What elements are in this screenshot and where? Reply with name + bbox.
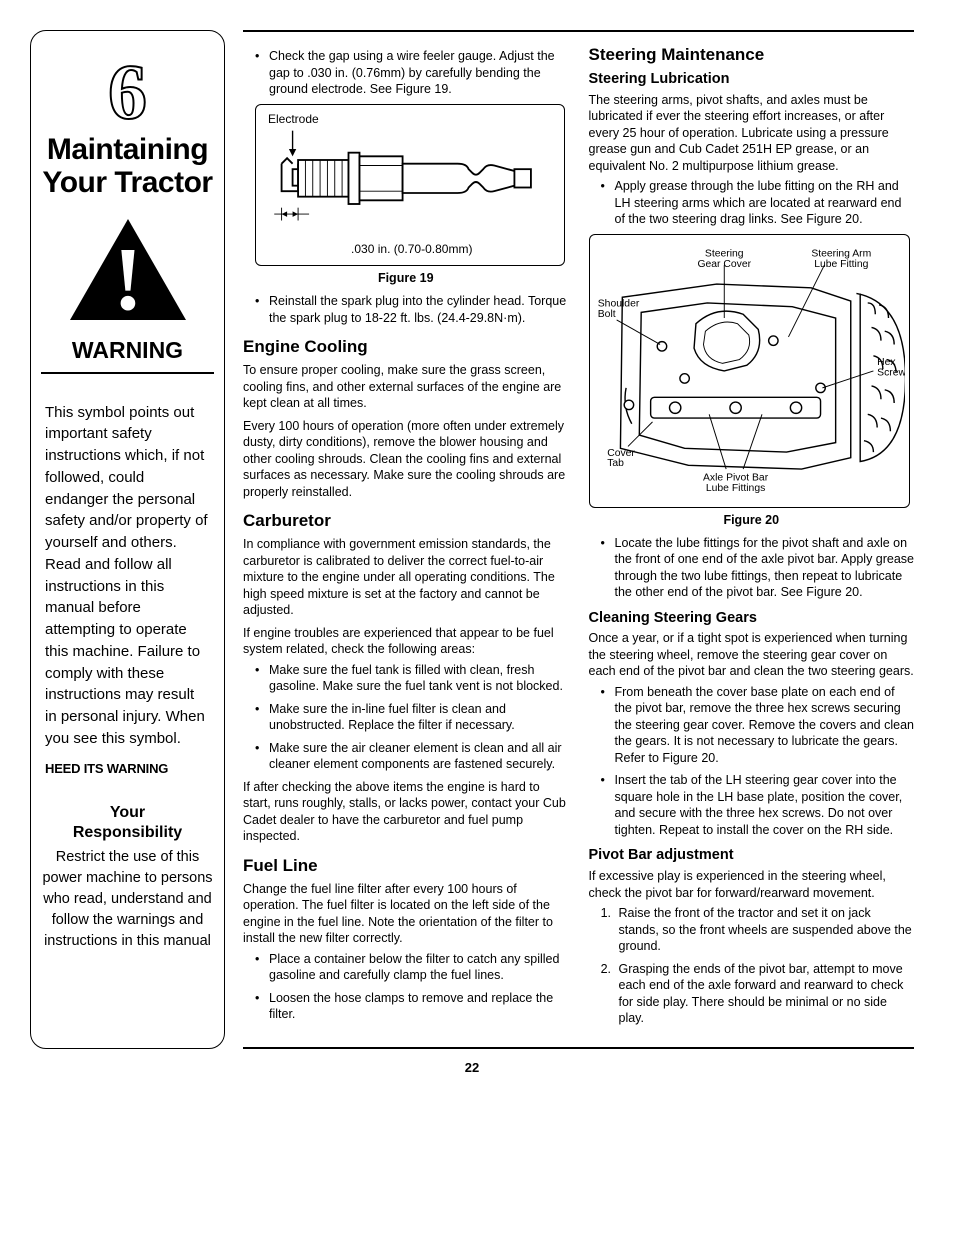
- pivot-bar-heading: Pivot Bar adjustment: [589, 846, 915, 866]
- cleaning-gears-heading: Cleaning Steering Gears: [589, 609, 915, 629]
- pivot-step-2: Grasping the ends of the pivot bar, atte…: [615, 961, 915, 1027]
- figure-19-box: Electrode: [255, 104, 565, 267]
- warning-body-text: This symbol points out important safety …: [41, 402, 214, 750]
- label-arm-fitting: Steering ArmLube Fitting: [811, 248, 871, 269]
- section-number: 6: [108, 53, 147, 131]
- title-line-2: Your Tractor: [42, 166, 212, 199]
- pivot-step-1: Raise the front of the tractor and set i…: [615, 905, 915, 955]
- column-left: Check the gap using a wire feeler gauge.…: [243, 44, 569, 1033]
- column-right: Steering Maintenance Steering Lubricatio…: [589, 44, 915, 1033]
- carb-bullet-3: Make sure the air cleaner element is cle…: [255, 740, 569, 773]
- carburetor-p1: In compliance with government emission s…: [243, 536, 569, 619]
- label-axle-pivot: Axle Pivot BarLube Fittings: [703, 472, 769, 493]
- fuel-bullet-2: Loosen the hose clamps to remove and rep…: [255, 990, 569, 1023]
- carb-bullet-1: Make sure the fuel tank is filled with c…: [255, 662, 569, 695]
- bullet-reinstall-plug: Reinstall the spark plug into the cylind…: [255, 293, 569, 326]
- page-number: 22: [30, 1059, 914, 1077]
- steering-lub-p1: The steering arms, pivot shafts, and axl…: [589, 92, 915, 175]
- figure-20-caption: Figure 20: [589, 512, 915, 529]
- locate-fittings-bullet: Locate the lube fittings for the pivot s…: [601, 535, 915, 601]
- spark-plug-diagram: [268, 127, 556, 237]
- page-layout: 6 Maintaining Your Tractor ! WARNING Thi…: [30, 30, 914, 1049]
- sidebar-title: Maintaining Your Tractor: [41, 133, 214, 199]
- carburetor-heading: Carburetor: [243, 510, 569, 533]
- steering-assembly-diagram: SteeringGear Cover Steering ArmLube Fitt…: [594, 239, 906, 499]
- heed-warning-text: HEED ITS WARNING: [41, 760, 214, 778]
- pivot-p1: If excessive play is experienced in the …: [589, 868, 915, 901]
- label-gear-cover: SteeringGear Cover: [697, 248, 751, 269]
- fuel-bullet-1: Place a container below the filter to ca…: [255, 951, 569, 984]
- steering-lub-bullet: Apply grease through the lube fitting on…: [601, 178, 915, 228]
- label-cover-tab: CoverTab: [607, 447, 635, 468]
- label-hex-screw: HexScrew: [877, 357, 905, 378]
- figure-20-box: SteeringGear Cover Steering ArmLube Fitt…: [589, 234, 911, 509]
- bullet-check-gap: Check the gap using a wire feeler gauge.…: [255, 48, 569, 98]
- carburetor-p2: If engine troubles are experienced that …: [243, 625, 569, 658]
- gap-dimension-label: .030 in. (0.70-0.80mm): [268, 241, 556, 257]
- figure-19-caption: Figure 19: [243, 270, 569, 287]
- steering-maintenance-heading: Steering Maintenance: [589, 44, 915, 67]
- title-line-1: Maintaining: [47, 133, 208, 166]
- cleaning-bullet-1: From beneath the cover base plate on eac…: [601, 684, 915, 767]
- cleaning-p1: Once a year, or if a tight spot is exper…: [589, 630, 915, 680]
- warning-triangle-icon: !: [68, 217, 188, 322]
- steering-lubrication-heading: Steering Lubrication: [589, 70, 915, 90]
- sidebar-divider: [41, 372, 214, 374]
- engine-cooling-heading: Engine Cooling: [243, 336, 569, 359]
- svg-text:!: !: [113, 230, 143, 322]
- responsibility-heading: Your Responsibility: [41, 803, 214, 843]
- main-content: Check the gap using a wire feeler gauge.…: [243, 30, 914, 1049]
- engine-cooling-p1: To ensure proper cooling, make sure the …: [243, 362, 569, 412]
- engine-cooling-p2: Every 100 hours of operation (more often…: [243, 418, 569, 501]
- fuel-line-p1: Change the fuel line filter after every …: [243, 881, 569, 947]
- fuel-line-heading: Fuel Line: [243, 855, 569, 878]
- electrode-label: Electrode: [268, 111, 556, 127]
- responsibility-text: Restrict the use of this power machine t…: [41, 847, 214, 952]
- warning-heading: WARNING: [41, 335, 214, 366]
- carburetor-p3: If after checking the above items the en…: [243, 779, 569, 845]
- carb-bullet-2: Make sure the in-line fuel filter is cle…: [255, 701, 569, 734]
- warning-sidebar: 6 Maintaining Your Tractor ! WARNING Thi…: [30, 30, 225, 1049]
- cleaning-bullet-2: Insert the tab of the LH steering gear c…: [601, 772, 915, 838]
